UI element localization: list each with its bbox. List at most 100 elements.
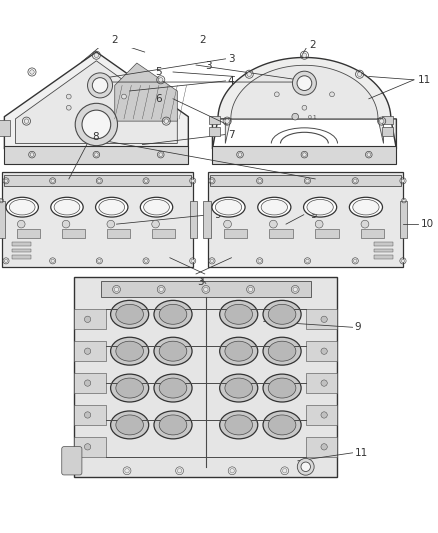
Circle shape [51, 259, 54, 263]
Ellipse shape [6, 197, 39, 217]
Circle shape [159, 153, 162, 157]
Bar [74, 437, 106, 457]
Circle shape [321, 380, 327, 386]
Circle shape [30, 153, 34, 157]
Bar [306, 405, 337, 425]
Circle shape [164, 119, 169, 123]
Bar [4, 146, 188, 164]
Circle shape [191, 179, 194, 182]
Ellipse shape [154, 374, 192, 402]
Circle shape [297, 458, 314, 475]
Bar [212, 146, 396, 164]
Text: 9: 9 [355, 322, 361, 332]
Polygon shape [115, 63, 177, 121]
Bar [374, 242, 393, 246]
Circle shape [85, 412, 91, 418]
Ellipse shape [116, 304, 144, 324]
Circle shape [292, 114, 299, 120]
Bar [269, 229, 293, 238]
Bar [4, 175, 191, 187]
Circle shape [177, 469, 182, 473]
Ellipse shape [95, 197, 128, 217]
Circle shape [258, 179, 261, 182]
Bar [62, 229, 85, 238]
Text: 0.1: 0.1 [308, 115, 318, 120]
Ellipse shape [159, 341, 187, 361]
Ellipse shape [261, 199, 287, 215]
Ellipse shape [219, 411, 258, 439]
Ellipse shape [225, 304, 252, 324]
Circle shape [321, 412, 327, 418]
Bar [209, 116, 220, 125]
Bar [0, 200, 5, 238]
Ellipse shape [268, 304, 296, 324]
Ellipse shape [111, 374, 149, 402]
Circle shape [210, 259, 214, 263]
Circle shape [321, 443, 327, 450]
Circle shape [145, 259, 148, 263]
Circle shape [330, 92, 334, 96]
Circle shape [0, 199, 3, 202]
Circle shape [258, 259, 261, 263]
Text: 11: 11 [418, 75, 431, 85]
Circle shape [67, 106, 71, 110]
Circle shape [85, 443, 91, 450]
Text: 7: 7 [228, 130, 234, 140]
Ellipse shape [154, 411, 192, 439]
Circle shape [293, 287, 297, 292]
Text: 3: 3 [205, 61, 212, 71]
Circle shape [401, 259, 405, 263]
Ellipse shape [268, 415, 296, 435]
Ellipse shape [116, 415, 144, 435]
Circle shape [98, 179, 101, 182]
Circle shape [62, 220, 70, 228]
Bar [18, 229, 40, 238]
Circle shape [306, 179, 309, 182]
Text: 8: 8 [92, 132, 99, 142]
Ellipse shape [154, 337, 192, 365]
Bar [374, 248, 393, 252]
Circle shape [269, 220, 277, 228]
Ellipse shape [353, 199, 379, 215]
Ellipse shape [116, 378, 144, 398]
Bar [315, 229, 339, 238]
Text: 4: 4 [228, 76, 234, 86]
Circle shape [321, 348, 327, 354]
Circle shape [302, 53, 307, 58]
Text: 6: 6 [155, 94, 162, 104]
Ellipse shape [154, 301, 192, 328]
Polygon shape [15, 61, 177, 143]
Circle shape [145, 179, 148, 182]
Ellipse shape [225, 341, 252, 361]
Circle shape [51, 179, 54, 182]
Circle shape [403, 199, 405, 202]
Bar [210, 175, 401, 187]
Circle shape [379, 119, 384, 123]
Ellipse shape [111, 411, 149, 439]
Bar [0, 120, 10, 135]
Circle shape [275, 92, 279, 96]
Circle shape [210, 179, 214, 182]
Circle shape [357, 72, 362, 76]
Circle shape [4, 259, 8, 263]
Circle shape [152, 220, 159, 228]
Bar [74, 278, 337, 477]
Text: 2: 2 [199, 35, 205, 45]
Circle shape [114, 287, 119, 292]
Bar [306, 373, 337, 393]
Circle shape [361, 220, 369, 228]
Ellipse shape [99, 199, 124, 215]
Text: 3: 3 [228, 54, 234, 64]
Circle shape [401, 179, 405, 182]
Text: 5: 5 [155, 67, 162, 77]
Ellipse shape [225, 378, 252, 398]
Circle shape [4, 179, 8, 182]
Circle shape [204, 287, 208, 292]
Bar [74, 309, 106, 329]
Circle shape [125, 469, 129, 473]
Circle shape [353, 259, 357, 263]
Circle shape [321, 316, 327, 322]
Ellipse shape [263, 411, 301, 439]
Ellipse shape [9, 199, 35, 215]
Ellipse shape [111, 301, 149, 328]
